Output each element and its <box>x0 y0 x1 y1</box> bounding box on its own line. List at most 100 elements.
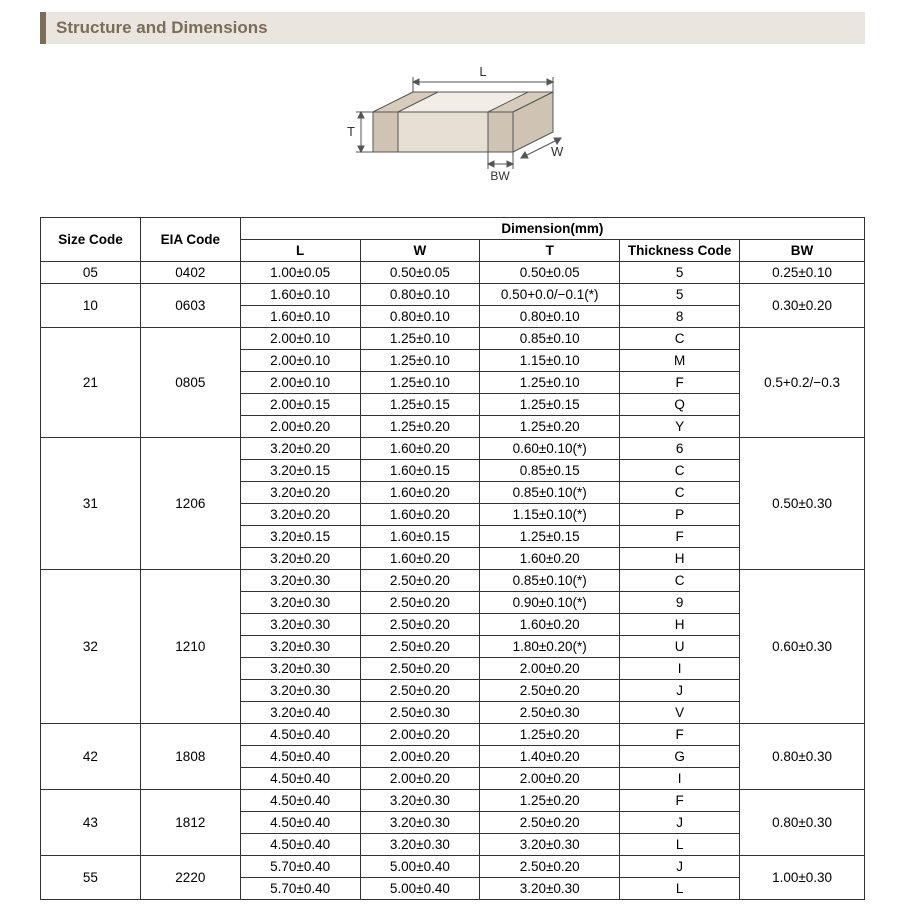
cell-T: 0.80±0.10 <box>480 306 620 328</box>
cell-W: 2.00±0.20 <box>360 746 480 768</box>
cell-size-code: 10 <box>41 284 141 328</box>
cell-W: 2.50±0.20 <box>360 680 480 702</box>
cell-L: 2.00±0.15 <box>240 394 360 416</box>
cell-tc: H <box>620 614 740 636</box>
table-row: 4218084.50±0.402.00±0.201.25±0.20F0.80±0… <box>41 724 865 746</box>
cell-bw: 0.25±0.10 <box>740 262 865 284</box>
cell-eia-code: 1210 <box>140 570 240 724</box>
cell-tc: I <box>620 658 740 680</box>
cell-W: 1.25±0.10 <box>360 328 480 350</box>
th-eia-code: EIA Code <box>140 218 240 262</box>
cell-tc: 6 <box>620 438 740 460</box>
cell-T: 2.00±0.20 <box>480 658 620 680</box>
cell-T: 2.50±0.20 <box>480 812 620 834</box>
table-row: 3112063.20±0.201.60±0.200.60±0.10(*)60.5… <box>41 438 865 460</box>
cell-tc: 8 <box>620 306 740 328</box>
cell-tc: G <box>620 746 740 768</box>
cell-W: 3.20±0.30 <box>360 812 480 834</box>
th-size-code: Size Code <box>41 218 141 262</box>
cell-L: 4.50±0.40 <box>240 746 360 768</box>
cell-L: 3.20±0.20 <box>240 438 360 460</box>
cell-L: 3.20±0.15 <box>240 460 360 482</box>
cell-T: 2.50±0.20 <box>480 856 620 878</box>
cell-W: 1.25±0.20 <box>360 416 480 438</box>
cell-L: 4.50±0.40 <box>240 790 360 812</box>
cell-W: 2.00±0.20 <box>360 768 480 790</box>
table-row: 2108052.00±0.101.25±0.100.85±0.10C0.5+0.… <box>41 328 865 350</box>
cell-T: 1.25±0.20 <box>480 416 620 438</box>
cell-W: 2.50±0.20 <box>360 570 480 592</box>
cell-L: 3.20±0.30 <box>240 636 360 658</box>
cell-L: 3.20±0.15 <box>240 526 360 548</box>
cell-L: 2.00±0.10 <box>240 372 360 394</box>
cell-eia-code: 0402 <box>140 262 240 284</box>
cell-L: 2.00±0.20 <box>240 416 360 438</box>
cell-tc: I <box>620 768 740 790</box>
cell-L: 3.20±0.30 <box>240 680 360 702</box>
cell-W: 3.20±0.30 <box>360 790 480 812</box>
cell-T: 1.15±0.10 <box>480 350 620 372</box>
cell-L: 1.60±0.10 <box>240 306 360 328</box>
cell-W: 1.60±0.20 <box>360 504 480 526</box>
cell-eia-code: 1812 <box>140 790 240 856</box>
cell-size-code: 43 <box>41 790 141 856</box>
cell-L: 2.00±0.10 <box>240 350 360 372</box>
cell-tc: Y <box>620 416 740 438</box>
cell-bw: 0.50±0.30 <box>740 438 865 570</box>
cell-L: 3.20±0.30 <box>240 658 360 680</box>
cell-T: 0.85±0.10(*) <box>480 482 620 504</box>
th-L: L <box>240 240 360 262</box>
cell-T: 1.25±0.15 <box>480 526 620 548</box>
cell-tc: F <box>620 526 740 548</box>
cell-T: 0.50+0.0/−0.1(*) <box>480 284 620 306</box>
diagram-label-W: W <box>551 144 564 159</box>
cell-T: 0.85±0.10 <box>480 328 620 350</box>
cell-W: 5.00±0.40 <box>360 878 480 900</box>
cell-L: 1.60±0.10 <box>240 284 360 306</box>
table-row: 1006031.60±0.100.80±0.100.50+0.0/−0.1(*)… <box>41 284 865 306</box>
cell-T: 0.85±0.10(*) <box>480 570 620 592</box>
cell-W: 1.60±0.15 <box>360 460 480 482</box>
cell-W: 2.50±0.20 <box>360 614 480 636</box>
cell-tc: J <box>620 812 740 834</box>
table-row: 5522205.70±0.405.00±0.402.50±0.20J1.00±0… <box>41 856 865 878</box>
th-BW: BW <box>740 240 865 262</box>
cell-tc: Q <box>620 394 740 416</box>
th-T: T <box>480 240 620 262</box>
cell-T: 2.50±0.20 <box>480 680 620 702</box>
cell-tc: 5 <box>620 262 740 284</box>
cell-L: 2.00±0.10 <box>240 328 360 350</box>
section-header: Structure and Dimensions <box>40 12 865 44</box>
cell-size-code: 32 <box>41 570 141 724</box>
cell-T: 1.25±0.10 <box>480 372 620 394</box>
cell-L: 5.70±0.40 <box>240 856 360 878</box>
cell-T: 1.60±0.20 <box>480 614 620 636</box>
cell-L: 3.20±0.30 <box>240 570 360 592</box>
cell-bw: 0.60±0.30 <box>740 570 865 724</box>
section-title: Structure and Dimensions <box>56 18 268 37</box>
cell-L: 3.20±0.20 <box>240 504 360 526</box>
cell-W: 1.25±0.15 <box>360 394 480 416</box>
cell-W: 2.00±0.20 <box>360 724 480 746</box>
cell-size-code: 21 <box>41 328 141 438</box>
cell-T: 2.00±0.20 <box>480 768 620 790</box>
cell-tc: U <box>620 636 740 658</box>
cell-tc: J <box>620 856 740 878</box>
cell-T: 3.20±0.30 <box>480 834 620 856</box>
cell-tc: F <box>620 372 740 394</box>
cell-T: 1.40±0.20 <box>480 746 620 768</box>
th-thickness-code: Thickness Code <box>620 240 740 262</box>
cell-tc: L <box>620 878 740 900</box>
th-W: W <box>360 240 480 262</box>
cell-T: 1.60±0.20 <box>480 548 620 570</box>
cell-tc: P <box>620 504 740 526</box>
cell-L: 3.20±0.30 <box>240 614 360 636</box>
cell-size-code: 42 <box>41 724 141 790</box>
table-row: 0504021.00±0.050.50±0.050.50±0.0550.25±0… <box>41 262 865 284</box>
cell-tc: L <box>620 834 740 856</box>
cell-T: 0.60±0.10(*) <box>480 438 620 460</box>
cell-W: 1.60±0.15 <box>360 526 480 548</box>
diagram-label-BW: BW <box>490 169 510 183</box>
cell-tc: V <box>620 702 740 724</box>
table-row: 4318124.50±0.403.20±0.301.25±0.20F0.80±0… <box>41 790 865 812</box>
